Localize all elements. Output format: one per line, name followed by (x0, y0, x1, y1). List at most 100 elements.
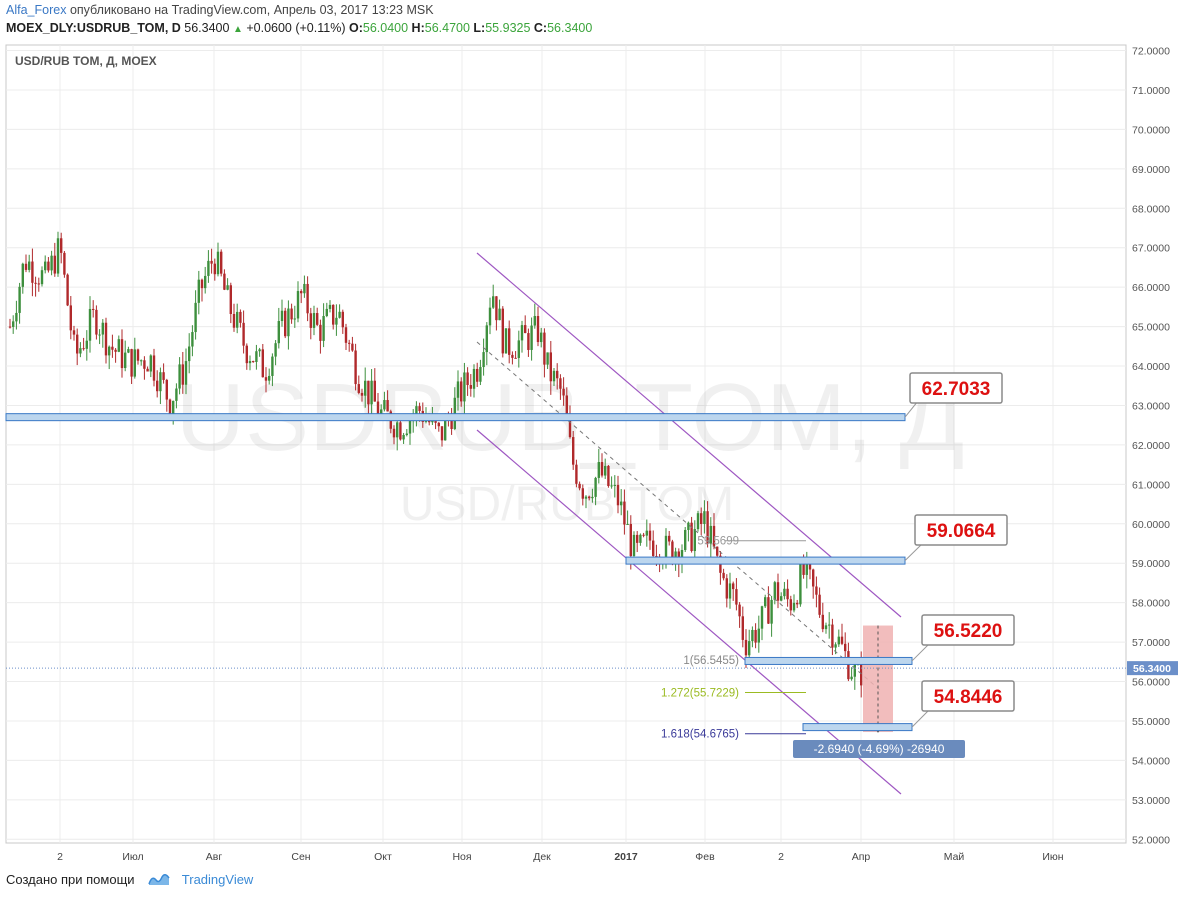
author-link[interactable]: Alfa_Forex (6, 3, 67, 17)
candle-body (232, 314, 236, 328)
candle-body (290, 308, 293, 320)
candle-body (402, 434, 405, 440)
candle-body (799, 564, 802, 605)
candle-body (581, 488, 584, 499)
candle-body (8, 326, 12, 328)
candle-body (565, 395, 568, 420)
candle-body (735, 589, 738, 605)
candle-body (149, 355, 152, 372)
level-zone[interactable] (625, 556, 906, 565)
candle-body (821, 614, 824, 630)
tradingview-logo-icon[interactable] (148, 872, 170, 889)
candle-body (28, 261, 31, 270)
candle-body (236, 311, 239, 328)
y-tick-label: 53.0000 (1132, 795, 1170, 807)
candle-body (834, 644, 837, 648)
candle-body (216, 251, 220, 275)
candle-body (316, 313, 319, 325)
candle-body (552, 370, 556, 382)
level-zone[interactable] (744, 656, 913, 665)
candle-body (383, 400, 386, 410)
candle-body (130, 349, 133, 377)
candle-body (636, 534, 639, 543)
candle-body (34, 282, 37, 284)
candle-body (716, 546, 719, 556)
candle-body (50, 255, 53, 271)
candle-body (508, 328, 511, 355)
candle-body (152, 355, 156, 381)
channel-upper-line[interactable] (476, 252, 902, 618)
x-tick-label: 2 (57, 851, 63, 863)
candle-body (741, 616, 744, 640)
level-zone[interactable] (5, 413, 906, 422)
candle-body (271, 356, 274, 376)
x-tick-label: 2 (778, 851, 784, 863)
candle-body (584, 496, 588, 499)
candle-body (309, 313, 312, 328)
candle-body (204, 275, 207, 289)
candle-body (184, 361, 188, 385)
close-label: C: (533, 21, 548, 35)
candle-body (76, 334, 79, 354)
tradingview-link[interactable]: TradingView (181, 872, 254, 887)
candle-body (120, 339, 124, 369)
candle-body (853, 664, 856, 677)
candle-body (700, 513, 703, 524)
y-tick-label: 63.0000 (1132, 400, 1170, 412)
candle-body (261, 349, 264, 378)
callout-label: 56.5220 (934, 621, 1003, 642)
candle-body (546, 352, 549, 365)
candle-body (812, 569, 815, 587)
candle-body (837, 636, 840, 645)
candle-body (732, 583, 735, 590)
measure-box[interactable] (863, 625, 893, 733)
candle-body (370, 380, 373, 405)
candle-body (485, 325, 488, 353)
candle-body (588, 496, 591, 499)
callout-box[interactable] (921, 680, 1015, 712)
x-tick-label: Июл (122, 851, 143, 863)
candle-body (133, 349, 136, 377)
candle-body (760, 606, 764, 629)
candle-body (536, 316, 540, 343)
candle-body (767, 597, 770, 624)
y-tick-label: 57.0000 (1132, 637, 1170, 649)
candle-body (12, 321, 15, 327)
channel-lower-line[interactable] (476, 429, 902, 795)
candle-body (594, 477, 597, 497)
candle-body (456, 381, 460, 398)
level-zone[interactable] (802, 723, 913, 732)
candle-body (469, 385, 472, 389)
fib-label: 1.272(55.7229) (661, 687, 739, 699)
low-label: L: (473, 21, 486, 35)
candle-body (40, 270, 44, 285)
candle-body (280, 310, 284, 322)
candle-body (773, 582, 776, 600)
candle-body (511, 354, 514, 358)
candle-body (696, 513, 700, 530)
candle-body (248, 361, 252, 364)
candle-body (802, 564, 805, 575)
candle-body (524, 325, 527, 334)
callout-box[interactable] (921, 614, 1015, 646)
candle-body (789, 599, 792, 611)
callout-box[interactable] (909, 372, 1003, 404)
candle-body (629, 523, 632, 557)
candle-body (520, 325, 524, 341)
candle-body (562, 388, 565, 396)
candle-body (300, 291, 303, 294)
candle-body (242, 322, 245, 346)
price-chart[interactable]: USDRUB_TOM, Д USD/RUB TOM 59.56991(56.54… (0, 40, 1184, 865)
y-tick-label: 58.0000 (1132, 598, 1170, 610)
candle-body (492, 296, 495, 308)
candle-body (645, 530, 648, 536)
candle-body (815, 586, 818, 595)
candle-body (303, 283, 306, 294)
candle-body (828, 624, 831, 626)
candle-body (626, 523, 629, 525)
callout-box[interactable] (914, 514, 1008, 546)
candle-body (146, 368, 149, 372)
y-tick-label: 54.0000 (1132, 755, 1170, 767)
candle-body (693, 529, 696, 552)
candle-body (348, 342, 351, 344)
